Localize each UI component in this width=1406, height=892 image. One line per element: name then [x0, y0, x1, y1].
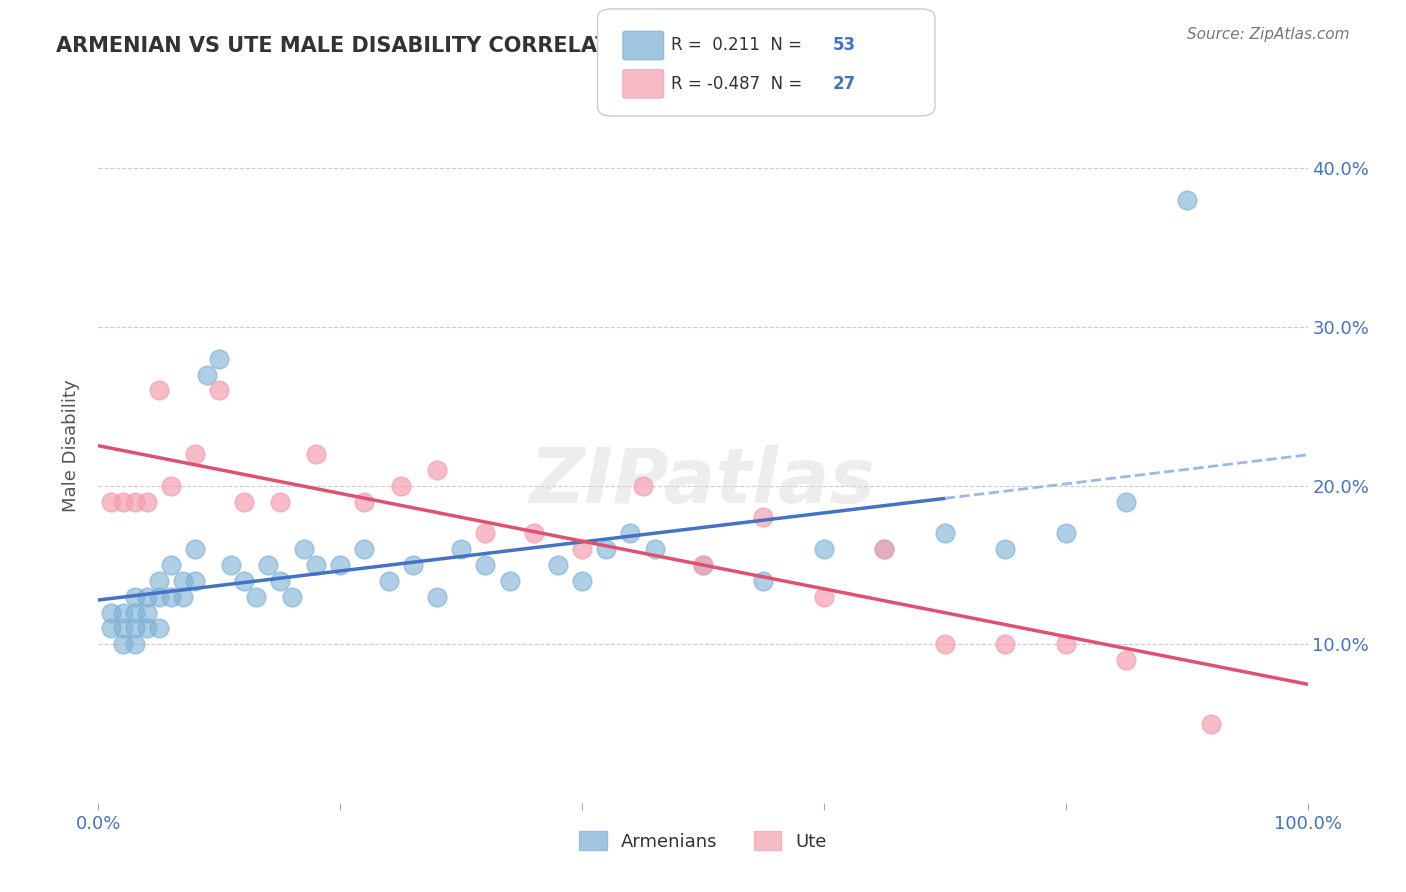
Point: [692, 558, 714, 572]
Point: [402, 558, 425, 572]
Point: [305, 447, 328, 461]
Point: [245, 590, 267, 604]
Point: [135, 606, 157, 620]
Point: [498, 574, 520, 588]
Point: [160, 590, 183, 604]
Point: [124, 590, 146, 604]
Point: [172, 590, 194, 604]
Point: [208, 384, 231, 398]
Point: [111, 606, 134, 620]
Point: [752, 510, 775, 524]
Point: [148, 590, 170, 604]
Point: [124, 621, 146, 635]
Point: [100, 621, 122, 635]
Point: [450, 542, 472, 557]
Point: [595, 542, 617, 557]
Text: Source: ZipAtlas.com: Source: ZipAtlas.com: [1187, 27, 1350, 42]
Point: [873, 542, 896, 557]
Point: [111, 494, 134, 508]
Text: R =  0.211  N =: R = 0.211 N =: [671, 37, 807, 54]
Point: [292, 542, 315, 557]
Point: [571, 542, 593, 557]
Text: ARMENIAN VS UTE MALE DISABILITY CORRELATION CHART: ARMENIAN VS UTE MALE DISABILITY CORRELAT…: [56, 36, 738, 55]
Point: [644, 542, 666, 557]
Point: [269, 494, 291, 508]
Point: [184, 574, 207, 588]
Point: [232, 574, 254, 588]
Point: [184, 542, 207, 557]
Point: [256, 558, 278, 572]
Point: [547, 558, 569, 572]
Point: [100, 494, 122, 508]
Point: [474, 558, 496, 572]
Point: [148, 384, 170, 398]
Point: [221, 558, 243, 572]
Point: [813, 542, 835, 557]
Point: [752, 574, 775, 588]
Point: [873, 542, 896, 557]
Point: [281, 590, 304, 604]
Point: [426, 590, 449, 604]
Point: [1054, 637, 1077, 651]
Point: [1199, 716, 1222, 731]
Point: [426, 463, 449, 477]
Point: [813, 590, 835, 604]
Point: [148, 574, 170, 588]
Point: [124, 606, 146, 620]
Point: [353, 542, 375, 557]
Point: [329, 558, 352, 572]
Point: [1175, 193, 1198, 207]
Point: [523, 526, 546, 541]
Y-axis label: Male Disability: Male Disability: [62, 380, 80, 512]
Point: [1115, 653, 1137, 667]
Point: [994, 637, 1017, 651]
Text: R = -0.487  N =: R = -0.487 N =: [671, 75, 807, 93]
Point: [232, 494, 254, 508]
Point: [160, 478, 183, 492]
Point: [377, 574, 399, 588]
Point: [692, 558, 714, 572]
Point: [1054, 526, 1077, 541]
Point: [111, 621, 134, 635]
Point: [172, 574, 194, 588]
Point: [184, 447, 207, 461]
Point: [474, 526, 496, 541]
Point: [631, 478, 654, 492]
Point: [208, 351, 231, 366]
Text: ZIPatlas: ZIPatlas: [530, 445, 876, 518]
Point: [353, 494, 375, 508]
Point: [195, 368, 218, 382]
Point: [571, 574, 593, 588]
Point: [135, 590, 157, 604]
Legend: Armenians, Ute: Armenians, Ute: [572, 824, 834, 858]
Point: [135, 621, 157, 635]
Point: [994, 542, 1017, 557]
Point: [619, 526, 641, 541]
Point: [124, 494, 146, 508]
Text: 27: 27: [832, 75, 856, 93]
Point: [135, 494, 157, 508]
Point: [269, 574, 291, 588]
Point: [1115, 494, 1137, 508]
Point: [305, 558, 328, 572]
Point: [124, 637, 146, 651]
Point: [160, 558, 183, 572]
Point: [389, 478, 412, 492]
Point: [148, 621, 170, 635]
Point: [934, 637, 956, 651]
Point: [100, 606, 122, 620]
Text: 53: 53: [832, 37, 855, 54]
Point: [934, 526, 956, 541]
Point: [111, 637, 134, 651]
